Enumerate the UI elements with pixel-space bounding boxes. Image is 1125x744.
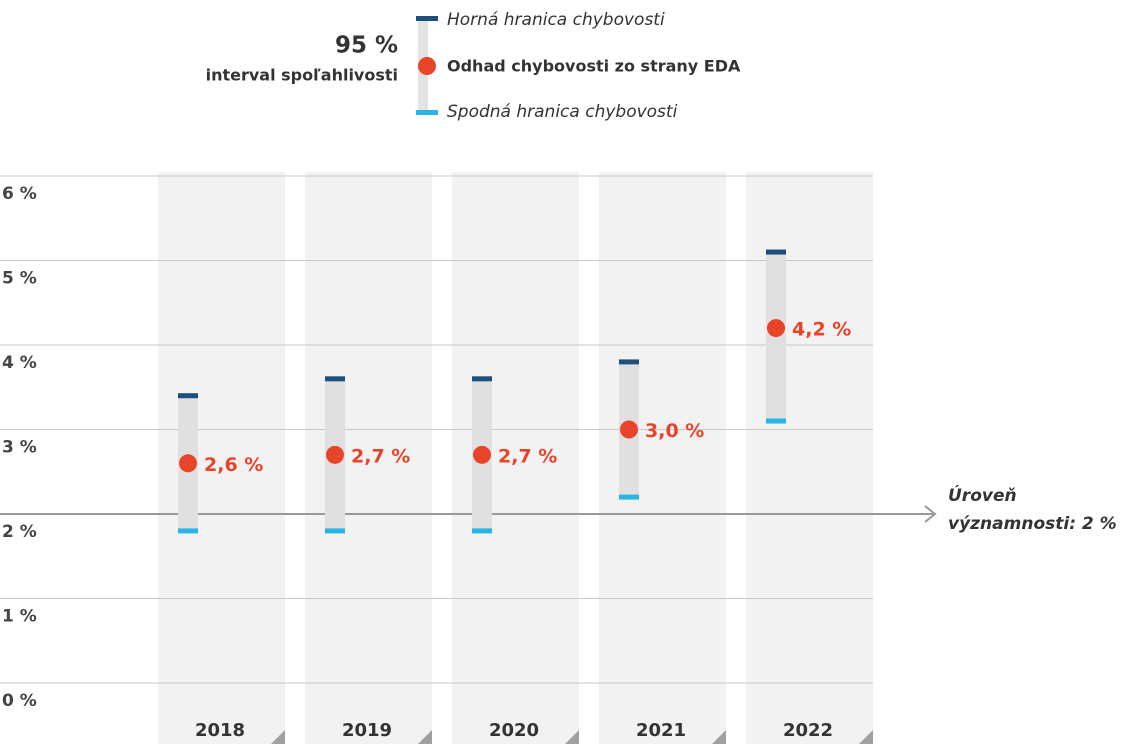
- value-label: 3,0 %: [645, 420, 704, 442]
- estimate-dot: [620, 420, 638, 439]
- threshold-arrow: [924, 505, 937, 523]
- value-label: 2,7 %: [351, 445, 410, 467]
- value-label: 4,2 %: [792, 319, 851, 341]
- corner: [565, 730, 579, 744]
- legend-label: Horná hranica chybovosti: [447, 10, 665, 30]
- y-tick-label: 0 %: [2, 691, 37, 711]
- lower-cap: [178, 528, 198, 534]
- upper-cap: [766, 249, 786, 255]
- corner: [418, 730, 432, 744]
- lower-cap: [766, 418, 786, 424]
- legend-lower-icon: [416, 110, 438, 115]
- x-tick-label: 2018: [195, 720, 245, 741]
- value-label: 2,7 %: [498, 445, 557, 467]
- estimate-dot: [473, 445, 491, 464]
- threshold-label: Úroveň: [948, 484, 1017, 506]
- legend-label: Odhad chybovosti zo strany EDA: [447, 57, 741, 76]
- y-tick-label: 6 %: [2, 184, 37, 204]
- value-label: 2,6 %: [204, 454, 263, 476]
- estimate-dot: [179, 454, 197, 473]
- upper-cap: [472, 376, 492, 382]
- y-tick-label: 5 %: [2, 269, 37, 289]
- x-tick-label: 2020: [489, 720, 539, 741]
- legend-upper-icon: [416, 16, 438, 21]
- legend-estimate-icon: [418, 57, 436, 75]
- upper-cap: [178, 393, 198, 399]
- x-tick-label: 2021: [636, 720, 686, 741]
- x-tick-label: 2022: [783, 720, 833, 741]
- y-tick-label: 2 %: [2, 522, 37, 542]
- corner: [271, 730, 285, 744]
- column-band: [599, 172, 726, 744]
- y-tick-label: 4 %: [2, 353, 37, 373]
- upper-cap: [325, 376, 345, 382]
- threshold-label: významnosti: 2 %: [948, 514, 1117, 534]
- corner: [859, 730, 873, 744]
- corner: [712, 730, 726, 744]
- y-tick-label: 3 %: [2, 438, 37, 458]
- lower-cap: [619, 494, 639, 500]
- x-tick-label: 2019: [342, 720, 392, 741]
- estimate-dot: [326, 445, 344, 464]
- y-tick-label: 1 %: [2, 607, 37, 627]
- legend-label: Spodná hranica chybovosti: [447, 102, 678, 122]
- legend-title: 95 %: [335, 33, 398, 59]
- column-band: [746, 172, 873, 744]
- upper-cap: [619, 359, 639, 365]
- estimate-dot: [767, 319, 785, 338]
- lower-cap: [325, 528, 345, 534]
- lower-cap: [472, 528, 492, 534]
- legend-subtitle: interval spoľahlivosti: [206, 66, 398, 85]
